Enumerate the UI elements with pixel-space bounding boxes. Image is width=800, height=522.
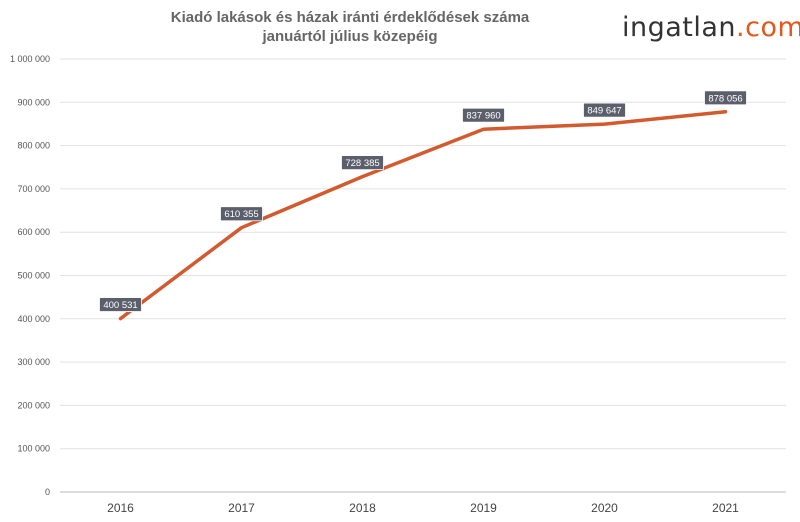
x-tick-label: 2018 [349,501,376,515]
data-label-box [704,90,747,106]
data-label-box [341,155,384,171]
data-label-box [462,107,505,123]
data-label-box [99,297,142,312]
data-label: 849 647 [587,106,621,117]
data-label-box [220,206,263,222]
y-tick-label: 800 000 [17,141,50,151]
ingatlan-logo: ingatlan.com [622,12,800,43]
y-tick-label: 100 000 [17,444,50,454]
logo-text-domain: .com [736,12,800,43]
data-label: 728 385 [345,158,379,169]
data-label: 610 355 [224,209,258,220]
x-tick-label: 2021 [712,501,739,515]
y-tick-label: 900 000 [17,97,50,107]
x-tick-label: 2020 [591,501,618,515]
x-tick-label: 2016 [107,501,134,515]
data-label: 400 531 [103,300,137,311]
series-line [118,110,728,321]
data-label: 878 056 [708,93,742,104]
logo-text-main: ingatlan [622,12,737,43]
x-tick-label: 2019 [470,501,497,515]
y-tick-label: 1 000 000 [10,54,50,64]
x-tick-label: 2017 [228,501,255,515]
y-tick-label: 700 000 [17,184,50,194]
y-tick-label: 0 [45,487,50,497]
y-tick-label: 300 000 [17,357,50,367]
data-label: 837 960 [466,111,500,122]
y-tick-label: 500 000 [17,271,50,281]
y-tick-label: 200 000 [17,400,50,410]
chart-title-line-2: januártól július közepéig [262,28,438,45]
data-label-box [583,102,626,118]
chart-title-line-1: Kiadó lakások és házak iránti érdeklődés… [170,9,530,26]
y-tick-label: 600 000 [17,227,50,237]
y-tick-label: 400 000 [17,314,50,324]
chart-title: Kiadó lakások és házak iránti érdeklődés… [150,8,550,46]
